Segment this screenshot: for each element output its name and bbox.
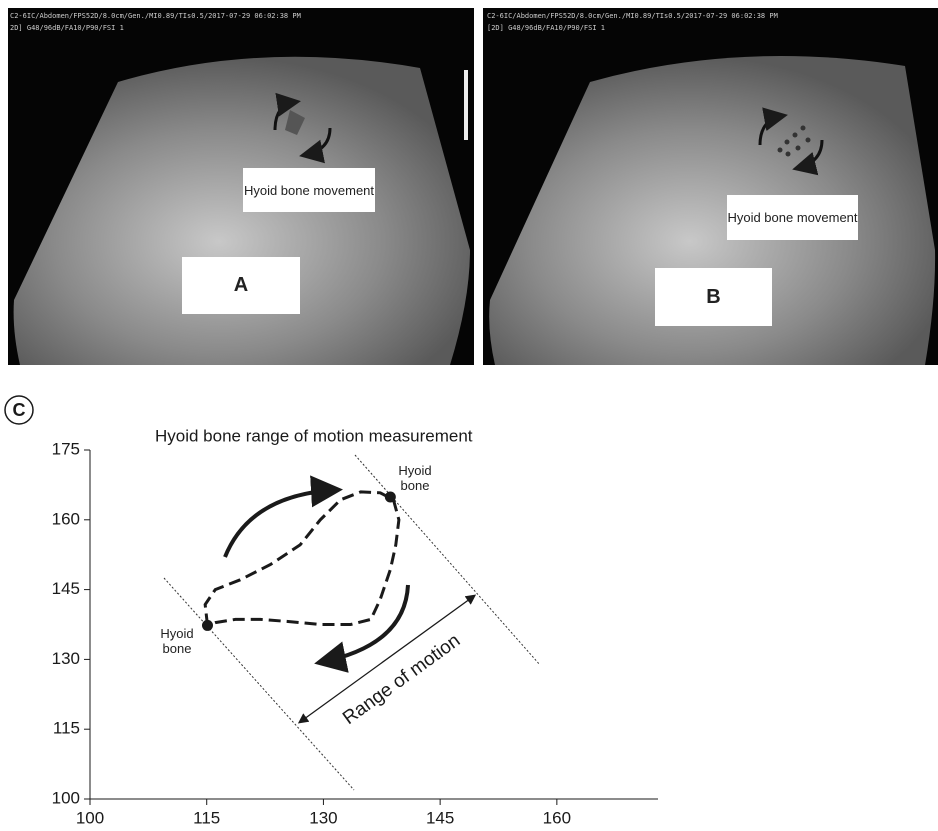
annotation: Hyoid bone movement <box>243 168 375 212</box>
y-tick-label: 145 <box>52 579 80 598</box>
header: C2-6IC/Abdomen/FPS52D/8.0cm/Gen./MI0.89/… <box>487 12 778 20</box>
panel-label: A <box>182 257 300 314</box>
x-tick-label: 160 <box>543 808 571 827</box>
y-tick-label: 100 <box>52 788 80 807</box>
panel-label: C <box>13 400 26 420</box>
hyoid-point <box>385 491 396 502</box>
y-tick-label: 130 <box>52 649 80 668</box>
x-tick-label: 145 <box>426 808 454 827</box>
panel-label: B <box>655 268 772 326</box>
x-tick-label: 100 <box>76 808 104 827</box>
annotation: Hyoid bone movement <box>727 195 858 240</box>
header: 2D] G48/96dB/FA10/P90/FSI 1 <box>10 24 124 32</box>
y-tick-label: 115 <box>53 719 80 738</box>
hyoid-point <box>202 620 213 631</box>
point-label: Hyoid bone <box>390 463 440 493</box>
y-tick-label: 175 <box>52 439 80 458</box>
point-label: Hyoid bone <box>152 626 202 656</box>
chart-title: Hyoid bone range of motion measurement <box>155 426 473 445</box>
header: [2D] G48/96dB/FA10/P90/FSI 1 <box>487 24 605 32</box>
scale-bar <box>464 70 468 140</box>
header: C2-6IC/Abdomen/FPS52D/8.0cm/Gen./MI0.89/… <box>10 12 301 20</box>
x-tick-label: 130 <box>309 808 337 827</box>
motion-path <box>205 492 399 626</box>
x-tick-label: 115 <box>193 808 220 827</box>
motion-arrow <box>322 585 408 662</box>
figure-svg: C Hyoid bone range of motion measurement… <box>0 0 938 831</box>
y-tick-label: 160 <box>52 509 80 528</box>
figure: C Hyoid bone range of motion measurement… <box>0 0 938 831</box>
